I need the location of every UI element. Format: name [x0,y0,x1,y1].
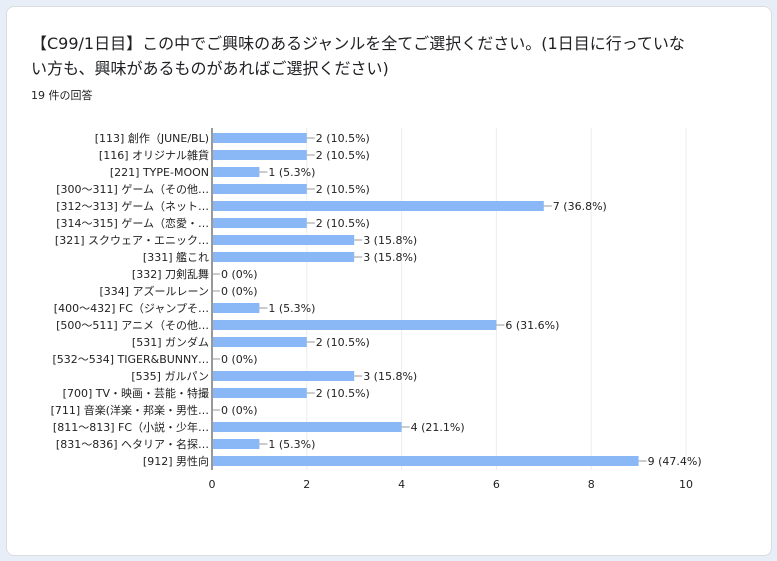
bar [213,252,355,262]
bar [213,320,497,330]
data-label: 0 (0%) [221,285,258,298]
category-label: [116] オリジナル雑貨 [99,148,209,162]
data-label: 2 (10.5%) [316,336,370,349]
x-tick-label: 2 [303,478,310,491]
category-label: [314～315] ゲーム（恋愛・… [56,216,209,230]
data-label: 1 (5.3%) [268,302,315,315]
question-title: 【C99/1日目】この中でご興味のあるジャンルを全てご選択ください。(1日目に行… [31,34,685,78]
bar [213,422,402,432]
category-label: [700] TV・映画・芸能・特撮 [63,386,209,400]
bar [213,150,307,160]
response-count: 19 件の回答 [31,89,93,102]
x-tick-label: 0 [209,478,216,491]
category-label: [331] 艦これ [143,250,209,264]
bar [213,439,260,449]
x-tick-label: 10 [679,478,693,491]
data-label: 6 (31.6%) [505,319,559,332]
bar [213,184,307,194]
data-label: 2 (10.5%) [316,217,370,230]
bar [213,167,260,177]
x-tick-label: 4 [398,478,405,491]
data-label: 3 (15.8%) [363,234,417,247]
category-label: [535] ガルパン [131,370,209,383]
data-label: 2 (10.5%) [316,132,370,145]
data-label: 7 (36.8%) [553,200,607,213]
category-label: [912] 男性向 [143,454,209,468]
bar [213,388,307,398]
bar [213,456,639,466]
category-label: [312～313] ゲーム（ネット… [56,200,209,213]
bar [213,235,355,245]
bar [213,201,544,211]
data-label: 2 (10.5%) [316,387,370,400]
bar [213,303,260,313]
data-label: 2 (10.5%) [316,183,370,196]
category-label: [334] アズールレーン [99,284,209,298]
x-tick-label: 6 [493,478,500,491]
category-label: [831～836] ヘタリア・名探… [56,437,209,451]
data-label: 1 (5.3%) [268,166,315,179]
data-label: 0 (0%) [221,268,258,281]
category-label: [113] 創作（JUNE/BL) [95,131,209,145]
data-label: 0 (0%) [221,404,258,417]
category-label: [321] スクウェア・エニック… [55,234,209,247]
bar [213,133,307,143]
bar [213,218,307,228]
category-label: [332] 刀剣乱舞 [132,268,209,281]
category-label: [531] ガンダム [132,335,209,349]
data-label: 0 (0%) [221,353,258,366]
data-label: 4 (21.1%) [411,421,465,434]
category-label: [532～534] TIGER&BUNNY… [52,353,209,366]
category-label: [811～813] FC（小説・少年… [53,420,209,434]
data-label: 3 (15.8%) [363,251,417,264]
category-label: [300～311] ゲーム（その他… [56,183,209,196]
data-label: 2 (10.5%) [316,149,370,162]
category-label: [400～432] FC（ジャンプそ… [54,302,209,315]
data-label: 1 (5.3%) [268,438,315,451]
data-label: 3 (15.8%) [363,370,417,383]
x-tick-label: 8 [588,478,595,491]
category-label: [500～511] アニメ（その他… [56,319,209,332]
bar [213,371,355,381]
data-label: 9 (47.4%) [648,455,702,468]
category-label: [221] TYPE-MOON [110,166,209,179]
category-label: [711] 音楽(洋楽・邦楽・男性… [51,403,209,417]
bar [213,337,307,347]
